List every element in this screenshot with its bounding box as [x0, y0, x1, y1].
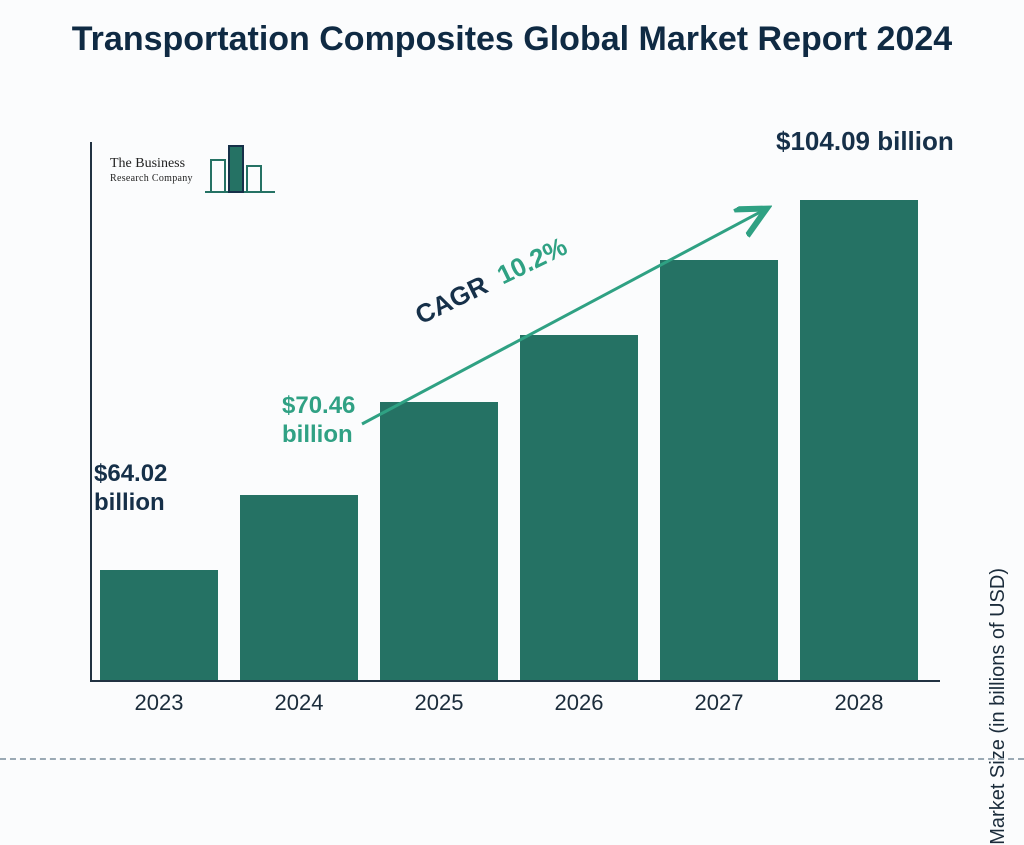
value-label-0: $64.02billion: [94, 460, 167, 518]
chart-canvas: Transportation Composites Global Market …: [0, 0, 1024, 768]
value-label-2: $104.09 billion: [776, 126, 954, 157]
value-label-1: $70.46billion: [282, 392, 355, 450]
cagr-label: CAGR 10.2%: [424, 300, 589, 331]
y-axis-title: Market Size (in billions of USD): [987, 568, 1010, 845]
footer-divider: [0, 758, 1024, 760]
cagr-arrow: [0, 0, 1024, 768]
